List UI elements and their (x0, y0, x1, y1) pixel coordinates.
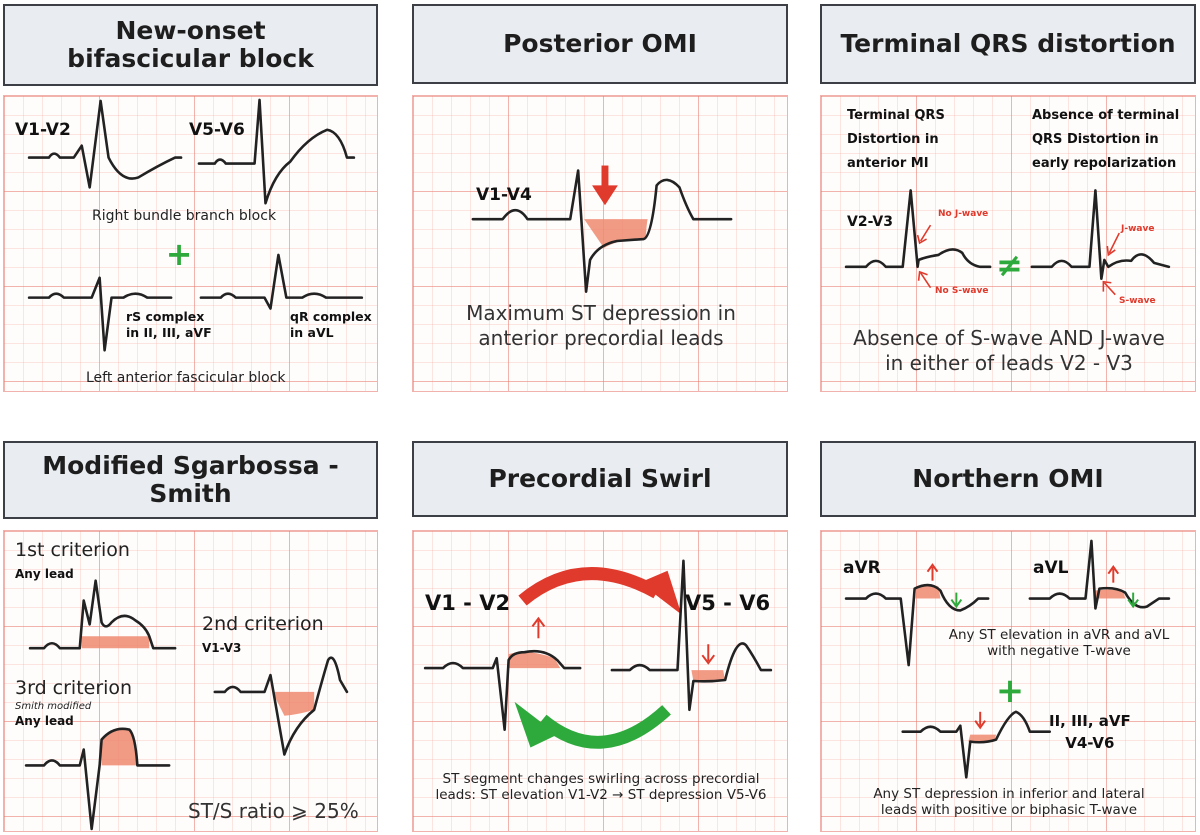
up-arrow-head (531, 616, 546, 627)
st-depression-fill (691, 670, 726, 681)
caption-posterior: Maximum ST depression in anterior precor… (466, 301, 736, 350)
lead-label-avl: aVL (1033, 558, 1069, 578)
ecg-trace-avl (1028, 539, 1171, 610)
ecg-trace-v1v2 (423, 649, 582, 731)
ecg-trace-early-repol (1030, 189, 1171, 281)
lead-label-v1v4: V1-V4 (476, 185, 532, 205)
ecg-diagram (24, 579, 349, 831)
ecg-trace-v5v6 (197, 98, 356, 205)
st-elevation-fill (508, 651, 561, 669)
ecg-trace-criterion-1 (28, 579, 177, 650)
panel-title: Precordial Swirl (412, 441, 788, 517)
ecg-diagram (423, 559, 773, 749)
st-elevation-fill (915, 584, 941, 599)
arrow-icon (919, 272, 932, 289)
label-any-lead: Any lead (15, 714, 74, 728)
ecg-trace-rs (27, 276, 173, 352)
ecg-trace-inferior-lateral (901, 710, 1052, 779)
up-arrow-head (1107, 565, 1120, 575)
label-no-s-wave: No S-wave (935, 286, 989, 296)
ecg-grid: 1st criterion Any lead 2nd criterion V1-… (3, 530, 378, 832)
red-swirl-arrow-icon (518, 567, 660, 606)
ecg-trace-qr (199, 253, 364, 310)
st-depression-fill (584, 219, 648, 248)
label-j-wave: J-wave (1121, 224, 1155, 234)
st-elevation-fill (101, 728, 138, 766)
arrow-head (916, 234, 927, 245)
caption-lafb: Left anterior fascicular block (86, 370, 286, 386)
ecg-diagram: + (27, 98, 364, 352)
lead-label-v5v6: V5-V6 (189, 120, 245, 140)
panel-title: Northern OMI (820, 441, 1196, 517)
ecg-trace-criterion-3 (24, 727, 171, 831)
heading-anterior-mi: Terminal QRS Distortion in anterior MI (847, 108, 945, 172)
label-v1v3: V1-V3 (202, 641, 242, 655)
lead-label-v1v2: V1 - V2 (425, 591, 511, 615)
st-depression-fill (968, 734, 997, 742)
st-elevation-fill (1093, 589, 1126, 599)
arrow-icon (919, 224, 932, 242)
ecg-trace-criterion-2 (213, 656, 349, 756)
label-smith-modified: Smith modified (15, 701, 92, 712)
ecg-grid: Terminal QRS Distortion in anterior MI A… (820, 95, 1196, 392)
ecg-diagram: + (844, 539, 1171, 779)
st-depression-fill (272, 691, 315, 716)
label-any-lead: Any lead (15, 567, 74, 581)
down-arrow-head (592, 185, 618, 206)
panel-title: New-onset bifascicular block (3, 4, 378, 86)
st-elevation-fill (81, 636, 150, 649)
caption-rbbb: Right bundle branch block (92, 208, 277, 224)
panel-title: Posterior OMI (412, 4, 788, 84)
label-rs-complex: rS complex in II, III, aVF (126, 309, 212, 340)
ecg-grid: V1 - V2 V5 - V6 ST segment changes swirl… (412, 530, 788, 832)
panel-title: Terminal QRS distortion (820, 4, 1196, 84)
arrow-icon (1103, 282, 1116, 296)
label-criterion-2: 2nd criterion (202, 613, 324, 635)
lead-label-v2v3: V2-V3 (847, 214, 893, 230)
panel-title: Modified Sgarbossa - Smith (3, 441, 378, 519)
label-st-s-ratio: ST/S ratio ⩾ 25% (188, 799, 359, 823)
label-criterion-1: 1st criterion (15, 539, 130, 561)
plus-icon: + (166, 237, 193, 273)
label-no-j-wave: No J-wave (938, 209, 989, 219)
ecg-trace-anterior-mi (844, 189, 992, 269)
green-arrowhead (514, 701, 558, 748)
ecg-grid: + aVR aVL Any ST elevation in aVR and aV… (820, 530, 1196, 832)
arrow-icon (1108, 232, 1120, 254)
down-arrow-head (1127, 598, 1139, 609)
lead-label-avr: aVR (843, 558, 881, 578)
heading-early-repol: Absence of terminal QRS Distortion in ea… (1032, 108, 1180, 172)
label-s-wave: S-wave (1119, 296, 1156, 306)
caption-terminal: Absence of S-wave AND J-wave in either o… (853, 326, 1165, 375)
down-arrow-head (974, 720, 986, 730)
ecg-trace-v1v4 (471, 169, 733, 293)
green-swirl-arrow-icon (538, 705, 671, 749)
down-arrow-head (701, 654, 716, 665)
label-qr-complex: qR complex in aVL (290, 309, 372, 340)
label-criterion-3: 3rd criterion (15, 677, 133, 699)
lead-label-inferior-lateral: II, III, aVF V4-V6 (1049, 712, 1131, 752)
ecg-trace-v1v2 (27, 99, 183, 189)
ecg-grid: V1-V4 Maximum ST depression in anterior … (412, 95, 788, 392)
lead-label-v1v2: V1-V2 (15, 120, 71, 140)
ecg-grid: + V1-V2 V5-V6 Right bundle branch block … (3, 95, 378, 392)
arrow-head (917, 270, 928, 281)
plus-icon: + (996, 671, 1024, 710)
ecg-diagram (471, 165, 733, 293)
caption-swirl: ST segment changes swirling across preco… (435, 771, 767, 803)
arrow-head (1106, 245, 1116, 257)
down-arrow-head (950, 598, 963, 609)
ecg-trace-avr (844, 583, 990, 667)
not-equal-icon: ≠ (996, 246, 1023, 284)
ecg-trace-v5v6 (610, 559, 773, 712)
ecg-diagram (844, 189, 1171, 296)
arrow-head (1102, 280, 1112, 292)
caption-inferior-lateral: Any ST depression in inferior and latera… (873, 786, 1145, 818)
up-arrow-head (926, 563, 939, 573)
caption-avr-avl: Any ST elevation in aVR and aVL with neg… (948, 627, 1170, 659)
lead-label-v5v6: V5 - V6 (685, 591, 771, 615)
